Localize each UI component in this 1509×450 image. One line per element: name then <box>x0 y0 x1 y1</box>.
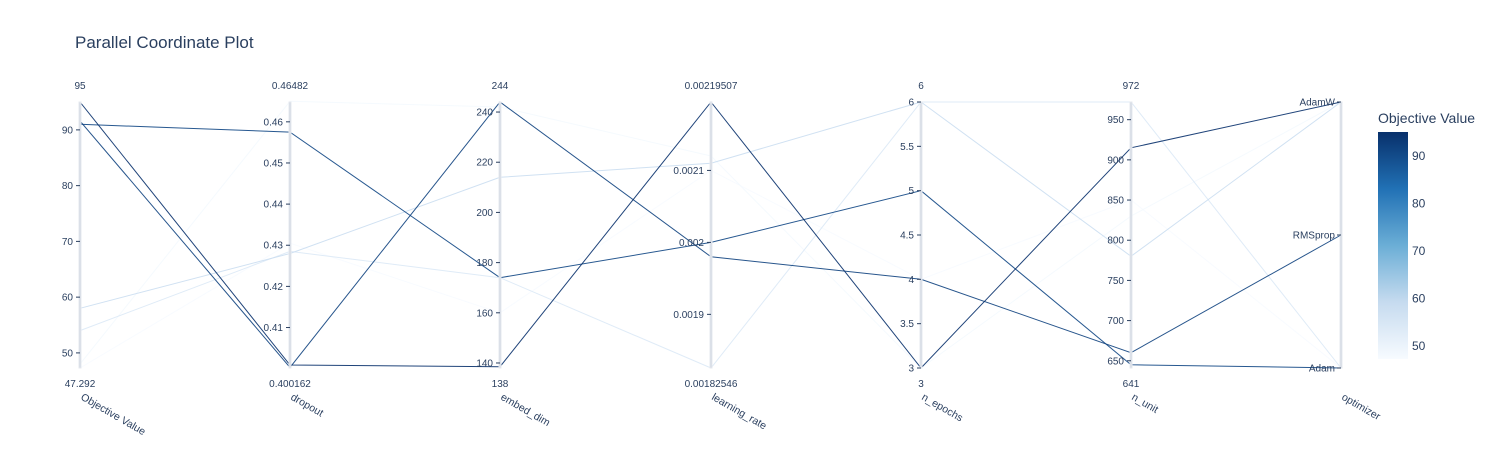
axis-min-label: 0.00182546 <box>685 379 738 390</box>
tick-label: 850 <box>1107 196 1124 207</box>
tick-label: 200 <box>476 208 493 219</box>
tick-label: RMSprop <box>1293 231 1336 242</box>
tick-label: 80 <box>62 181 74 192</box>
chart-title: Parallel Coordinate Plot <box>75 33 254 52</box>
tick-label: 3 <box>908 364 914 375</box>
axis-line <box>289 102 291 368</box>
axis-max-label: 0.46482 <box>272 81 309 92</box>
colorbar-tick-label: 70 <box>1412 244 1426 258</box>
axis-title: n_epochs <box>920 391 965 424</box>
axis-max-label: 972 <box>1123 81 1140 92</box>
axis-handle[interactable] <box>78 101 82 369</box>
tick-label: 50 <box>62 348 74 359</box>
axis-min-label: 138 <box>492 379 509 390</box>
axis-min-label: 0.400162 <box>269 379 311 390</box>
tick-label: 6 <box>908 98 914 109</box>
axis-min-label: 641 <box>1123 379 1140 390</box>
axis-max-label: 95 <box>74 81 86 92</box>
colorbar-tick-label: 90 <box>1412 149 1426 163</box>
tick-label: 3.5 <box>900 319 914 330</box>
tick-label: 0.0019 <box>673 310 704 321</box>
axis-line <box>79 102 81 368</box>
tick-label: 700 <box>1107 316 1124 327</box>
colorbar-tick-label: 50 <box>1412 339 1426 353</box>
axis-handle[interactable] <box>498 101 502 369</box>
tick-label: 0.41 <box>264 323 284 334</box>
axis-line <box>1130 102 1132 368</box>
tick-label: 900 <box>1107 155 1124 166</box>
axis-handle[interactable] <box>709 101 713 369</box>
axis-title: learning_rate <box>710 391 769 432</box>
tick-label: 5 <box>908 186 914 197</box>
axis-title: embed_dim <box>499 391 553 429</box>
axis-max-label: 244 <box>492 81 509 92</box>
axis-max-label: 0.00219507 <box>685 81 738 92</box>
tick-label: 0.002 <box>679 238 704 249</box>
axis-title: Objective Value <box>79 391 148 438</box>
tick-label: 750 <box>1107 276 1124 287</box>
tick-label: 0.44 <box>264 200 284 211</box>
colorbar: 50 60 70 80 90 <box>1378 132 1426 359</box>
axis-line <box>710 102 712 368</box>
tick-label: 5.5 <box>900 142 914 153</box>
axis-learning-rate: 0.0019 0.002 0.0021 0.00219507 0.00182546lea… <box>673 81 768 432</box>
tick-label: 70 <box>62 237 74 248</box>
tick-label: Adam <box>1309 364 1335 375</box>
axis-optimizer: Adam RMSprop AdamW optimizer <box>1293 98 1383 424</box>
tick-label: 4 <box>908 275 914 286</box>
colorbar-gradient <box>1378 132 1408 359</box>
axis-line <box>499 102 501 368</box>
tick-label: 0.46 <box>264 117 284 128</box>
colorbar-tick-label: 80 <box>1412 196 1426 210</box>
colorbar-tick-label: 60 <box>1412 292 1426 306</box>
tick-label: 0.0021 <box>673 166 704 177</box>
colorbar-title: Objective Value <box>1378 110 1476 126</box>
tick-label: 90 <box>62 125 74 136</box>
tick-label: 650 <box>1107 356 1124 367</box>
tick-label: 800 <box>1107 236 1124 247</box>
tick-label: AdamW <box>1299 98 1335 109</box>
tick-label: 0.42 <box>264 282 284 293</box>
tick-label: 220 <box>476 158 493 169</box>
tick-label: 0.43 <box>264 241 284 252</box>
tick-label: 180 <box>476 258 493 269</box>
axis-min-label: 3 <box>918 379 924 390</box>
axis-title: n_unit <box>1130 391 1161 416</box>
tick-label: 160 <box>476 308 493 319</box>
axis-max-label: 6 <box>918 81 924 92</box>
tick-label: 140 <box>476 358 493 369</box>
tick-label: 240 <box>476 108 493 119</box>
tick-label: 0.45 <box>264 158 284 169</box>
axis-handle[interactable] <box>288 101 292 369</box>
tick-label: 4.5 <box>900 231 914 242</box>
axis-min-label: 47.292 <box>65 379 96 390</box>
axis-handle[interactable] <box>1129 101 1133 369</box>
axis-title: optimizer <box>1340 391 1383 423</box>
axis-title: dropout <box>289 391 326 419</box>
tick-label: 950 <box>1107 115 1124 126</box>
tick-label: 60 <box>62 293 74 304</box>
